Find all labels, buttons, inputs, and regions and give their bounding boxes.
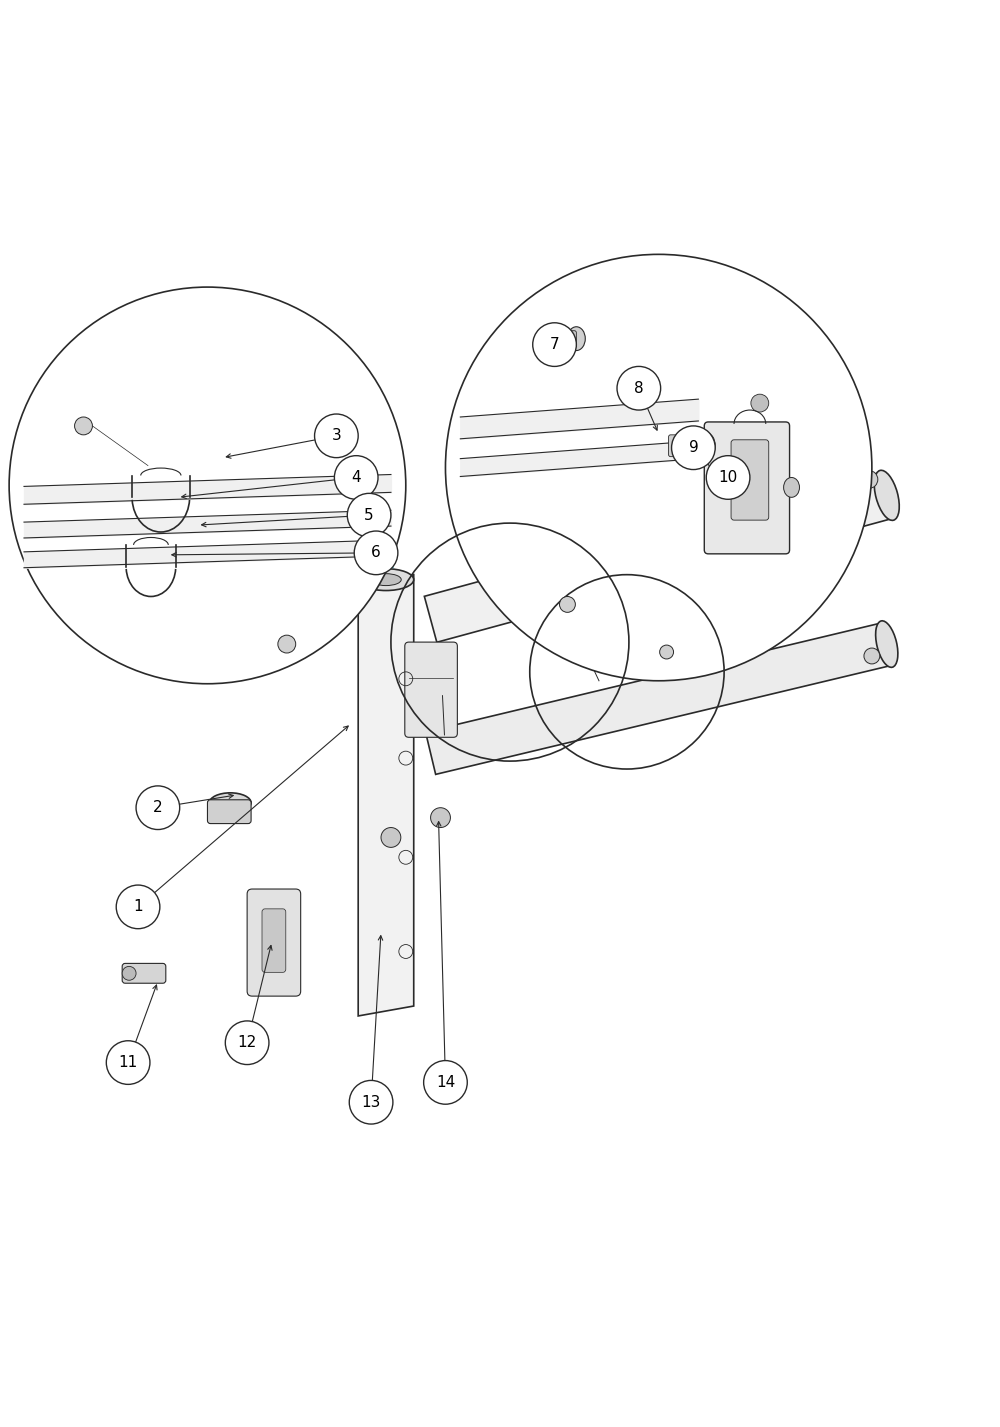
FancyBboxPatch shape [247,889,301,996]
Ellipse shape [697,432,715,458]
Circle shape [706,455,750,499]
Text: 13: 13 [361,1095,381,1110]
Ellipse shape [358,569,414,591]
FancyBboxPatch shape [669,435,704,457]
Circle shape [533,323,576,367]
Ellipse shape [371,574,401,585]
Circle shape [315,414,358,458]
Text: 5: 5 [364,508,374,522]
Circle shape [334,455,378,499]
Circle shape [75,417,92,435]
Polygon shape [358,575,414,1016]
Circle shape [9,287,406,684]
Circle shape [672,425,715,469]
Circle shape [225,1020,269,1065]
Text: 10: 10 [718,469,738,485]
Text: 2: 2 [153,801,163,815]
Text: 14: 14 [436,1075,455,1090]
Circle shape [106,1040,150,1085]
FancyBboxPatch shape [731,440,769,519]
Circle shape [354,531,398,575]
Circle shape [751,394,769,412]
Text: 11: 11 [119,1055,138,1070]
Circle shape [347,494,391,537]
Ellipse shape [567,327,585,351]
Circle shape [560,596,575,612]
FancyBboxPatch shape [545,331,576,347]
Polygon shape [424,472,893,642]
Circle shape [660,645,674,659]
Circle shape [122,966,136,980]
Circle shape [864,648,880,664]
Ellipse shape [347,507,389,527]
FancyBboxPatch shape [122,963,166,983]
Text: 7: 7 [550,337,559,352]
Text: 9: 9 [688,441,698,455]
Circle shape [431,808,450,828]
Circle shape [424,1060,467,1104]
Polygon shape [426,622,892,775]
FancyBboxPatch shape [262,909,286,972]
Text: 8: 8 [634,381,644,395]
Circle shape [445,254,872,681]
Ellipse shape [209,793,251,812]
Circle shape [860,471,878,488]
Circle shape [136,786,180,829]
FancyBboxPatch shape [405,642,457,738]
Circle shape [381,828,401,848]
Circle shape [617,367,661,410]
Ellipse shape [784,478,799,498]
Ellipse shape [876,621,898,668]
FancyBboxPatch shape [704,422,790,554]
Circle shape [349,1080,393,1124]
Text: 4: 4 [351,469,361,485]
Ellipse shape [874,471,899,521]
FancyBboxPatch shape [345,514,389,538]
Circle shape [278,635,296,654]
Text: 12: 12 [238,1035,257,1050]
Circle shape [116,885,160,929]
Text: 1: 1 [133,899,143,915]
Text: 6: 6 [371,545,381,561]
FancyBboxPatch shape [207,799,251,823]
Text: 3: 3 [332,428,341,444]
